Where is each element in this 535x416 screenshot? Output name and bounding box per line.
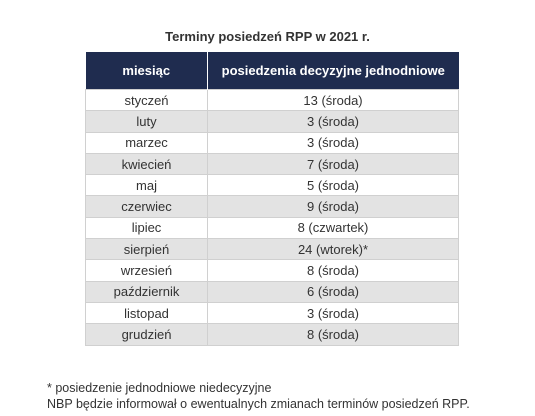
table-row: wrzesień 8 (środa) <box>85 259 459 282</box>
date-cell: 24 (wtorek)* <box>207 238 459 261</box>
month-cell: luty <box>85 110 208 133</box>
table-row: listopad 3 (środa) <box>85 301 459 325</box>
date-cell: 9 (środa) <box>207 195 459 218</box>
table-row: październik 6 (środa) <box>85 280 459 303</box>
table-row: marzec 3 (środa) <box>85 131 459 154</box>
month-cell: sierpień <box>85 238 208 261</box>
footnotes: * posiedzenie jednodniowe niedecyzyjne NB… <box>47 380 470 412</box>
month-cell: czerwiec <box>85 195 208 218</box>
footnote: NBP będzie informował o ewentualnych zmi… <box>47 397 470 411</box>
date-cell: 8 (środa) <box>207 259 459 282</box>
table-row: grudzień 8 (środa) <box>85 323 459 346</box>
month-cell: styczeń <box>85 88 208 112</box>
month-cell: wrzesień <box>85 259 208 282</box>
date-cell: 5 (środa) <box>207 174 459 197</box>
table-header: miesiąc posiedzenia decyzyjne jednodniow… <box>85 52 459 90</box>
header-row: miesiąc posiedzenia decyzyjne jednodniow… <box>85 52 459 90</box>
table-row: kwiecień 7 (środa) <box>85 152 459 176</box>
date-cell: 8 (czwartek) <box>207 216 459 240</box>
date-cell: 7 (środa) <box>207 152 459 176</box>
month-cell: maj <box>85 174 208 197</box>
date-cell: 3 (środa) <box>207 131 459 154</box>
month-cell: kwiecień <box>85 152 208 176</box>
footnote: * posiedzenie jednodniowe niedecyzyjne <box>47 381 272 395</box>
table-row: luty 3 (środa) <box>85 110 459 133</box>
schedule-table: miesiąc posiedzenia decyzyjne jednodniow… <box>85 52 459 346</box>
month-cell: październik <box>85 280 208 303</box>
header-cell: posiedzenia decyzyjne jednodniowe <box>207 52 459 90</box>
date-cell: 3 (środa) <box>207 301 459 325</box>
table-row: czerwiec 9 (środa) <box>85 195 459 218</box>
table-row: sierpień 24 (wtorek)* <box>85 238 459 261</box>
table-row: styczeń 13 (środa) <box>85 88 459 112</box>
month-cell: marzec <box>85 131 208 154</box>
table-row: lipiec 8 (czwartek) <box>85 216 459 240</box>
table-row: maj 5 (środa) <box>85 174 459 197</box>
date-cell: 8 (środa) <box>207 323 459 346</box>
date-cell: 6 (środa) <box>207 280 459 303</box>
date-cell: 13 (środa) <box>207 88 459 112</box>
header-cell: miesiąc <box>85 52 208 90</box>
table-body: styczeń 13 (środa) luty 3 (środa) marzec 3 (ś… <box>85 88 459 346</box>
month-cell: lipiec <box>85 216 208 240</box>
month-cell: grudzień <box>85 323 208 346</box>
month-cell: listopad <box>85 301 208 325</box>
table-title: Terminy posiedzeń RPP w 2021 r. <box>165 29 370 44</box>
date-cell: 3 (środa) <box>207 110 459 133</box>
